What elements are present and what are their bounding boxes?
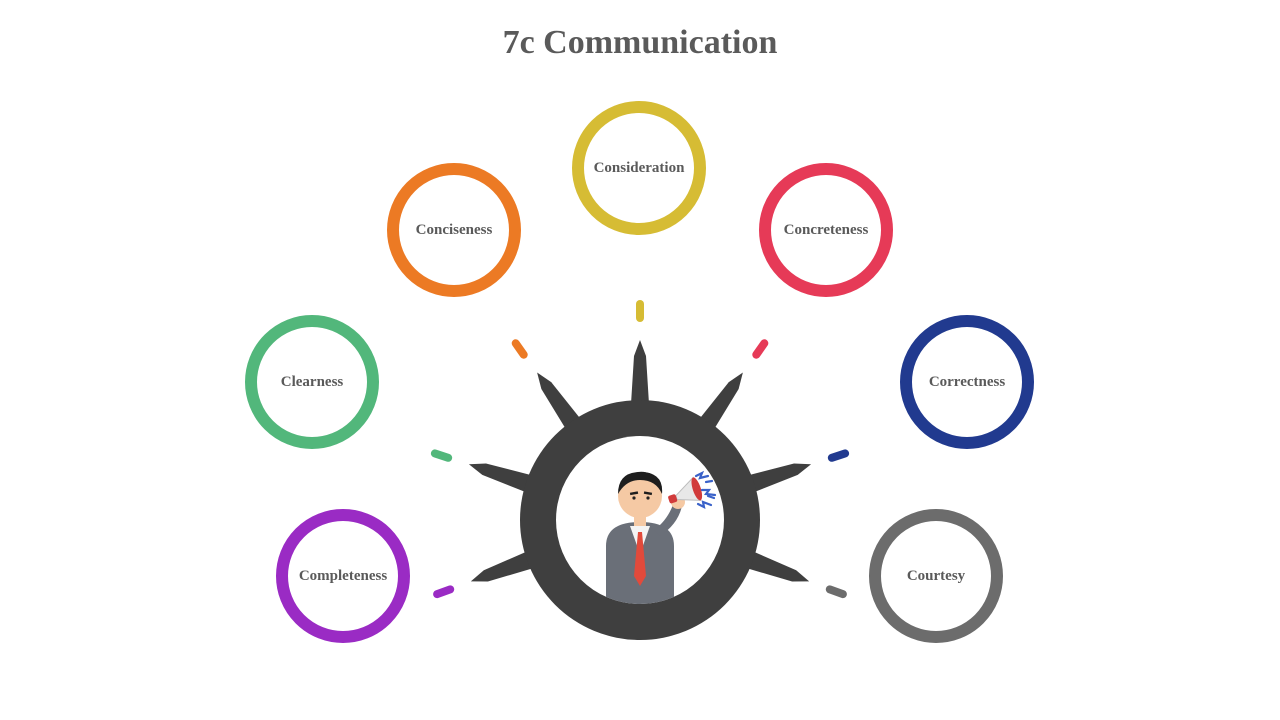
connector-dash: [511, 337, 530, 360]
connector-dash: [827, 448, 850, 462]
connector-dash: [430, 448, 453, 462]
concept-node: Clearness: [245, 315, 379, 449]
connector-dash: [636, 300, 644, 322]
center-inner: [556, 436, 724, 604]
concept-label: Consideration: [594, 160, 685, 177]
concept-label: Correctness: [929, 374, 1005, 391]
concept-node: Concreteness: [759, 163, 893, 297]
connector-dash: [825, 584, 848, 599]
concept-node: Conciseness: [387, 163, 521, 297]
concept-label: Concreteness: [784, 222, 869, 239]
concept-node: Courtesy: [869, 509, 1003, 643]
connector-dash: [432, 584, 455, 599]
concept-node: Correctness: [900, 315, 1034, 449]
diagram-stage: Completeness Clearness Conciseness Consider…: [0, 0, 1280, 720]
connector-dash: [750, 337, 769, 360]
concept-label: Courtesy: [907, 568, 965, 585]
concept-node: Consideration: [572, 101, 706, 235]
megaphone-person-icon: [556, 436, 724, 604]
concept-label: Conciseness: [416, 222, 493, 239]
concept-node: Completeness: [276, 509, 410, 643]
concept-label: Completeness: [299, 568, 387, 585]
concept-label: Clearness: [281, 374, 344, 391]
